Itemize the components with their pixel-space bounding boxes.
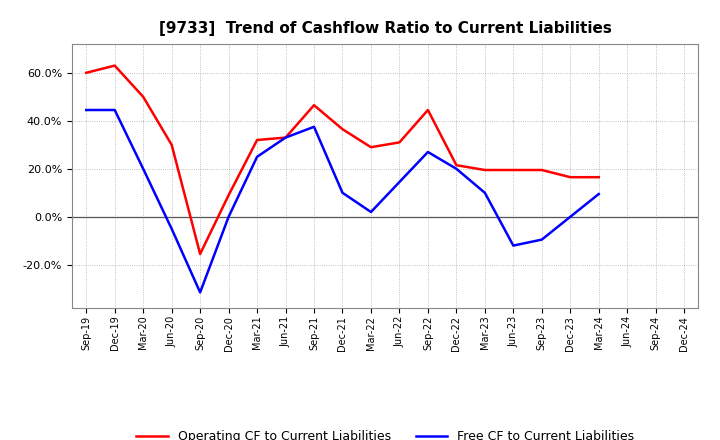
Free CF to Current Liabilities <box>480 190 489 195</box>
Operating CF to Current Liabilities <box>310 103 318 108</box>
Operating CF to Current Liabilities <box>452 162 461 168</box>
Free CF to Current Liabilities <box>509 243 518 248</box>
Free CF to Current Liabilities <box>366 209 375 215</box>
Operating CF to Current Liabilities <box>366 145 375 150</box>
Operating CF to Current Liabilities <box>509 167 518 172</box>
Operating CF to Current Liabilities <box>480 167 489 172</box>
Free CF to Current Liabilities <box>423 149 432 154</box>
Operating CF to Current Liabilities <box>338 127 347 132</box>
Line: Free CF to Current Liabilities: Free CF to Current Liabilities <box>86 110 599 293</box>
Free CF to Current Liabilities <box>338 190 347 195</box>
Free CF to Current Liabilities <box>395 180 404 185</box>
Operating CF to Current Liabilities <box>395 140 404 145</box>
Free CF to Current Liabilities <box>566 214 575 220</box>
Free CF to Current Liabilities <box>253 154 261 159</box>
Operating CF to Current Liabilities <box>537 167 546 172</box>
Free CF to Current Liabilities <box>310 124 318 129</box>
Free CF to Current Liabilities <box>110 107 119 113</box>
Operating CF to Current Liabilities <box>167 142 176 147</box>
Legend: Operating CF to Current Liabilities, Free CF to Current Liabilities: Operating CF to Current Liabilities, Fre… <box>131 425 639 440</box>
Free CF to Current Liabilities <box>82 107 91 113</box>
Operating CF to Current Liabilities <box>225 193 233 198</box>
Free CF to Current Liabilities <box>595 191 603 197</box>
Title: [9733]  Trend of Cashflow Ratio to Current Liabilities: [9733] Trend of Cashflow Ratio to Curren… <box>159 21 611 36</box>
Free CF to Current Liabilities <box>196 290 204 295</box>
Operating CF to Current Liabilities <box>253 137 261 143</box>
Operating CF to Current Liabilities <box>423 107 432 113</box>
Line: Operating CF to Current Liabilities: Operating CF to Current Liabilities <box>86 66 599 254</box>
Operating CF to Current Liabilities <box>595 175 603 180</box>
Operating CF to Current Liabilities <box>139 94 148 99</box>
Operating CF to Current Liabilities <box>282 135 290 140</box>
Operating CF to Current Liabilities <box>566 175 575 180</box>
Free CF to Current Liabilities <box>537 237 546 242</box>
Operating CF to Current Liabilities <box>196 251 204 257</box>
Free CF to Current Liabilities <box>452 166 461 172</box>
Operating CF to Current Liabilities <box>110 63 119 68</box>
Free CF to Current Liabilities <box>167 226 176 231</box>
Free CF to Current Liabilities <box>139 166 148 172</box>
Operating CF to Current Liabilities <box>82 70 91 75</box>
Free CF to Current Liabilities <box>282 135 290 140</box>
Free CF to Current Liabilities <box>225 214 233 220</box>
